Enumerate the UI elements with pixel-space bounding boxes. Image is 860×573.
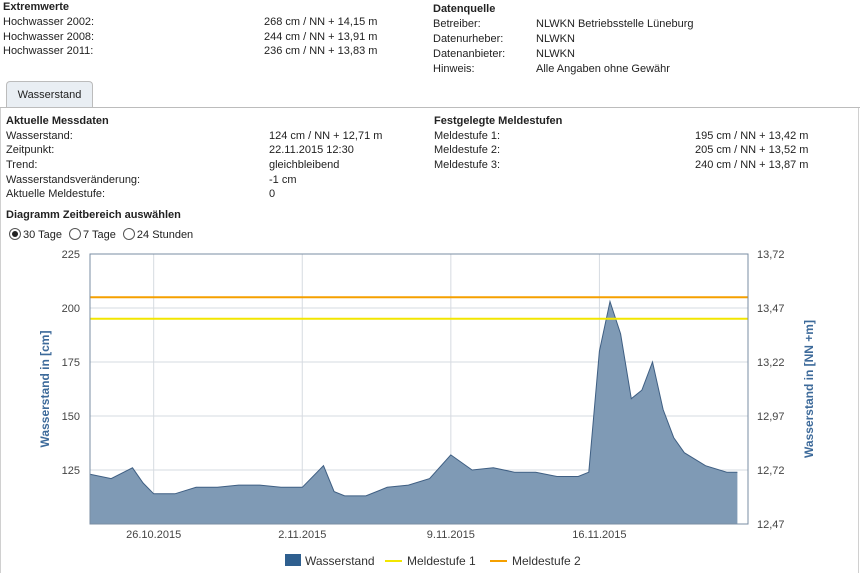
radio-24-stunden-label[interactable]: 24 Stunden: [136, 229, 194, 241]
meldestufen-value-1: 205 cm / NN + 13,52 m: [695, 144, 809, 156]
radio-24-stunden-dot[interactable]: [122, 228, 135, 240]
extremwerte-label-2: Hochwasser 2011:: [3, 45, 94, 57]
meldestufen-title: Festgelegte Meldestufen: [434, 115, 563, 127]
extremwerte-label-0: Hochwasser 2002:: [3, 16, 95, 28]
datenquelle-value-2: NLWKN: [536, 48, 575, 60]
extremwerte-value-0: 268 cm / NN + 14,15 m: [264, 16, 378, 28]
datenquelle-label-1: Datenurheber:: [433, 33, 504, 45]
extremwerte-title: Extremwerte: [3, 1, 70, 13]
meldestufen-value-2: 240 cm / NN + 13,87 m: [695, 159, 809, 171]
datenquelle-label-0: Betreiber:: [433, 18, 481, 30]
extremwerte-value-1: 244 cm / NN + 13,91 m: [264, 31, 378, 43]
messdaten-value-1: 22.11.2015 12:30: [269, 144, 354, 156]
radio-30-tage-label[interactable]: 30 Tage: [23, 229, 62, 241]
messdaten-title: Aktuelle Messdaten: [6, 115, 109, 127]
messdaten-value-4: 0: [269, 188, 276, 200]
tab-bar-divider: [0, 107, 860, 108]
zeitbereich-title: Diagramm Zeitbereich auswählen: [6, 209, 181, 221]
messdaten-label-1: Zeitpunkt:: [6, 144, 55, 156]
messdaten-label-2: Trend:: [6, 159, 38, 171]
datenquelle-label-3: Hinweis:: [433, 63, 475, 75]
meldestufen-label-2: Meldestufe 3:: [434, 159, 501, 171]
meldestufen-value-0: 195 cm / NN + 13,42 m: [695, 130, 809, 142]
radio-7-tage-label[interactable]: 7 Tage: [83, 229, 116, 241]
messdaten-label-0: Wasserstand:: [6, 130, 73, 142]
radio-7-tage[interactable]: 7 Tage: [69, 228, 116, 241]
datenquelle-value-1: NLWKN: [536, 33, 575, 45]
messdaten-value-3: -1 cm: [269, 174, 297, 186]
messdaten-label-3: Wasserstandsveränderung:: [6, 174, 141, 186]
zeitbereich-radio-group: 30 Tage 7 Tage 24 Stunden: [9, 228, 193, 241]
radio-30-tage-dot[interactable]: [9, 228, 21, 240]
tab-panel: [0, 108, 859, 573]
extremwerte-value-2: 236 cm / NN + 13,83 m: [264, 45, 378, 57]
radio-30-tage[interactable]: 30 Tage: [9, 228, 62, 241]
tab-wasserstand[interactable]: Wasserstand: [6, 81, 93, 107]
datenquelle-label-2: Datenanbieter:: [433, 48, 506, 60]
datenquelle-title: Datenquelle: [433, 3, 496, 15]
meldestufen-label-0: Meldestufe 1:: [434, 130, 501, 142]
datenquelle-value-3: Alle Angaben ohne Gewähr: [536, 63, 670, 75]
meldestufen-label-1: Meldestufe 2:: [434, 144, 501, 156]
messdaten-value-0: 124 cm / NN + 12,71 m: [269, 130, 383, 142]
datenquelle-value-0: NLWKN Betriebsstelle Lüneburg: [536, 18, 694, 30]
extremwerte-label-1: Hochwasser 2008:: [3, 31, 95, 43]
messdaten-value-2: gleichbleibend: [269, 159, 340, 171]
radio-7-tage-dot[interactable]: [69, 228, 82, 240]
messdaten-label-4: Aktuelle Meldestufe:: [6, 188, 106, 200]
radio-24-stunden[interactable]: 24 Stunden: [122, 228, 194, 241]
